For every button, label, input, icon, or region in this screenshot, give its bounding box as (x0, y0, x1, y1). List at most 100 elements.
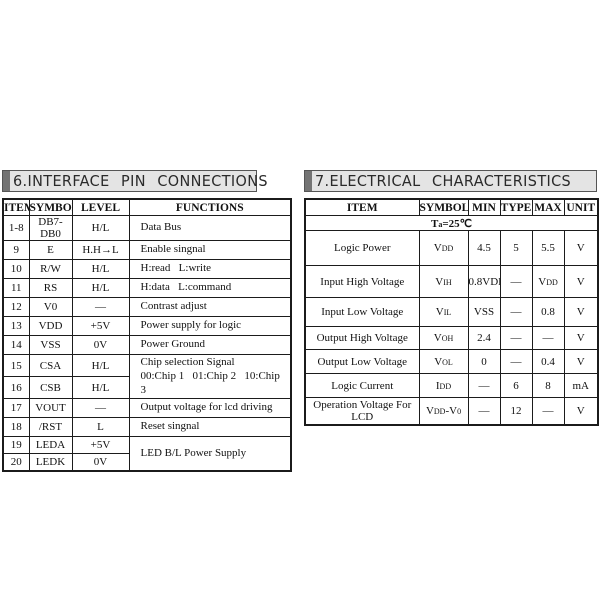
section6-title: 6.INTERFACE PIN CONNECTIONS (13, 172, 268, 190)
elec-header-unit: UNIT (563, 198, 599, 216)
pin-item-cell: 20 (2, 453, 30, 472)
elec-unit-cell: V (563, 297, 599, 327)
elec-row: Output Low Voltage VOL 0—0.4 V (304, 349, 599, 374)
pin-level-cell: +5V (71, 436, 130, 455)
pin-item-cell: 9 (2, 240, 30, 260)
pin-level-cell: H/L (71, 353, 130, 378)
pin-level-cell: +5V (71, 316, 130, 336)
elec-symbol-cell: VDD (418, 230, 469, 266)
pin-row: 14 VSS 0V Power Ground (2, 335, 292, 355)
title-accent-block (305, 171, 312, 191)
pin-row: 13 VDD +5V Power supply for logic (2, 316, 292, 336)
elec-header-type: TYPE (499, 198, 533, 216)
pin-function-cell: H:data L:command (128, 278, 292, 298)
elec-row: Operation Voltage For LCD VDD-V0—12— V (304, 397, 599, 425)
pin-level-cell: H/L (71, 215, 130, 241)
elec-type-cell: 5 (499, 230, 533, 266)
elec-min-cell: 2.4 (467, 326, 501, 350)
elec-symbol-cell: VOH (418, 326, 469, 350)
pin-header-item: ITEM (2, 198, 30, 216)
pin-item-cell: 14 (2, 335, 30, 355)
pin-level-cell: L (71, 417, 130, 438)
pin-row: 11 RS H/L H:data L:command (2, 278, 292, 298)
elec-header-item: ITEM (304, 198, 420, 216)
pin-symbol-cell: /RST (28, 417, 73, 438)
elec-symbol-cell: IDD (418, 373, 469, 398)
pin-function-cell: Power Ground (128, 335, 292, 355)
pin-item-cell: 16 (2, 376, 30, 400)
pin-item-cell: 10 (2, 259, 30, 279)
elec-header-row: ITEM SYMBOL MIN TYPE MAX UNIT (304, 198, 599, 216)
pin-symbol-cell: VOUT (28, 398, 73, 419)
pin-header-row: ITEM SYMBOL LEVEL FUNCTIONS (2, 198, 292, 216)
elec-min-cell: 0.8VDD (467, 265, 501, 298)
elec-type-cell: — (499, 349, 533, 374)
elec-max-cell: 0.8 (531, 297, 565, 327)
pin-row: 15 CSA H/L Chip selection Signal 00:Chip 1 … (2, 353, 292, 400)
elec-max-cell: — (531, 397, 565, 425)
pin-symbol-cell: LEDK (28, 453, 73, 472)
section-interface-pin-connections: 6.INTERFACE PIN CONNECTIONS ITEM SYMBOL … (2, 170, 292, 473)
pin-item-cell: 19 (2, 436, 30, 455)
elec-table-body: Ta=25℃ Logic Power VDD 4.5 5 5.5 V Input High V… (304, 215, 599, 425)
pin-item-cell: 13 (2, 316, 30, 336)
section7-title: 7.ELECTRICAL CHARACTERISTICS (315, 172, 572, 190)
elec-item-cell: Logic Current (304, 373, 420, 398)
pin-row: 17 VOUT — Output voltage for lcd driving (2, 398, 292, 419)
pin-item-cell: 11 (2, 278, 30, 298)
section6-title-bar: 6.INTERFACE PIN CONNECTIONS (2, 170, 268, 192)
elec-item-cell: Output High Voltage (304, 326, 420, 350)
pin-row: 1-8 DB7-DB0 H/L Data Bus (2, 215, 292, 241)
elec-min-cell: VSS (467, 297, 501, 327)
pin-row: 9 E H.H→L Enable singnal (2, 240, 292, 260)
elec-max-cell: 5.5 (531, 230, 565, 266)
elec-max-cell: 8 (531, 373, 565, 398)
pin-table-header: ITEM SYMBOL LEVEL FUNCTIONS (2, 198, 292, 216)
elec-type-cell: — (499, 326, 533, 350)
pin-item-cell: 18 (2, 417, 30, 438)
elec-type-cell: 6 (499, 373, 533, 398)
pin-level-cell: H/L (71, 278, 130, 298)
elec-type-cell: — (499, 265, 533, 298)
elec-min-cell: — (467, 373, 501, 398)
pin-row: 19 LEDA +5V LED B/L Power Supply (2, 436, 292, 472)
elec-unit-cell: V (563, 397, 599, 425)
pin-level-cell: H/L (71, 259, 130, 279)
pin-header-functions: FUNCTIONS (128, 198, 292, 216)
elec-unit-cell: V (563, 326, 599, 350)
pin-function-cell: Chip selection Signal 00:Chip 1 01:Chip … (128, 353, 292, 400)
pin-level-cell: — (71, 398, 130, 419)
elec-row: Logic Power VDD 4.5 5 5.5 V (304, 230, 599, 266)
elec-max-cell: 0.4 (531, 349, 565, 374)
elec-unit-cell: V (563, 349, 599, 374)
pin-level-cell: — (71, 297, 130, 317)
elec-condition-row: Ta=25℃ (304, 215, 599, 231)
elec-max-cell: VDD (531, 265, 565, 298)
pin-row: 10 R/W H/L H:read L:write (2, 259, 292, 279)
pin-symbol-cell: R/W (28, 259, 73, 279)
elec-item-cell: Output Low Voltage (304, 349, 420, 374)
pin-symbol-cell: V0 (28, 297, 73, 317)
pin-level-cell: 0V (71, 335, 130, 355)
title-accent-block (3, 171, 10, 191)
pin-row: 20 LEDK 0V (2, 453, 291, 472)
pin-symbol-cell: E (28, 240, 73, 260)
pin-item-cell: 17 (2, 398, 30, 419)
elec-min-cell: — (467, 397, 501, 425)
elec-unit-cell: mA (563, 373, 599, 398)
elec-max-cell: — (531, 326, 565, 350)
pin-function-cell: LED B/L Power Supply (128, 436, 292, 472)
elec-item-cell: Input High Voltage (304, 265, 420, 298)
pin-header-level: LEVEL (71, 198, 130, 216)
electrical-characteristics-table: ITEM SYMBOL MIN TYPE MAX UNIT Ta=25℃ Logi… (304, 198, 599, 426)
pin-symbol-cell: VDD (28, 316, 73, 336)
pin-item-cell: 12 (2, 297, 30, 317)
elec-row: Input Low Voltage VIL VSS —0.8 V (304, 297, 599, 327)
elec-unit-cell: V (563, 230, 599, 266)
pin-row: 18/RST L Reset singnal (2, 417, 292, 438)
section7-title-bar: 7.ELECTRICAL CHARACTERISTICS (304, 170, 597, 192)
pin-function-cell: Enable singnal (128, 240, 292, 260)
elec-min-cell: 4.5 (467, 230, 501, 266)
